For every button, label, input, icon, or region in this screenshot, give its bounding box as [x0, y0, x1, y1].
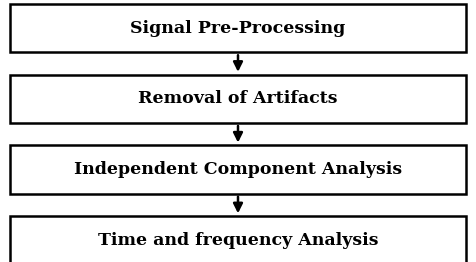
Text: Removal of Artifacts: Removal of Artifacts — [138, 90, 338, 107]
Text: Time and frequency Analysis: Time and frequency Analysis — [98, 232, 378, 249]
FancyBboxPatch shape — [10, 145, 466, 194]
Text: Signal Pre-Processing: Signal Pre-Processing — [130, 20, 346, 37]
FancyBboxPatch shape — [10, 75, 466, 123]
Text: Independent Component Analysis: Independent Component Analysis — [74, 161, 402, 178]
FancyBboxPatch shape — [10, 4, 466, 52]
FancyBboxPatch shape — [10, 216, 466, 262]
